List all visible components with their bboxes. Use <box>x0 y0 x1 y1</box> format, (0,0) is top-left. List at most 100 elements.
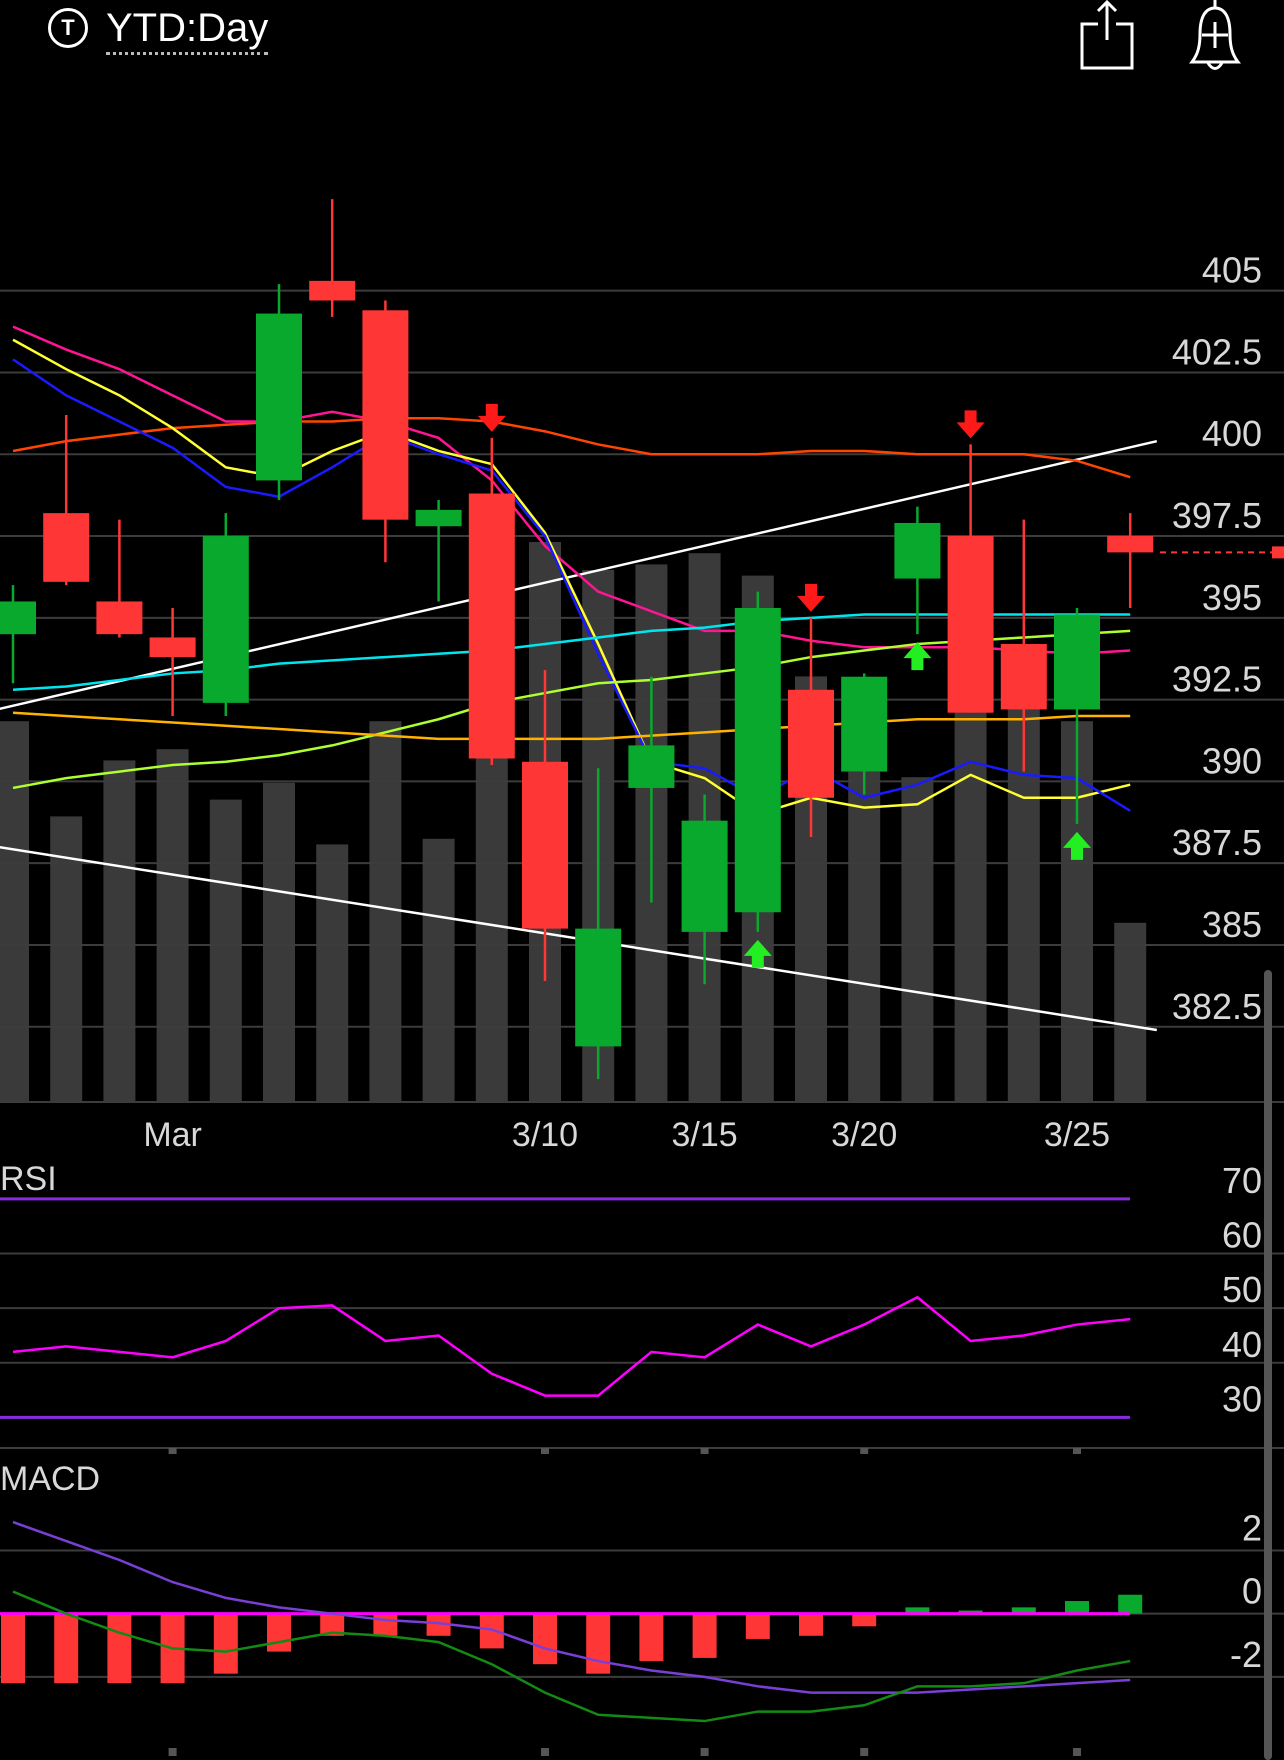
sell-signal-arrow-icon <box>956 410 985 439</box>
candle-body <box>522 761 568 929</box>
moving-average-line <box>12 325 1131 656</box>
rsi-tick-label: 50 <box>1222 1269 1262 1310</box>
timeframe-selector[interactable]: YTD:Day <box>106 4 269 55</box>
macd-line <box>12 1520 1131 1694</box>
macd-signal-line <box>12 1590 1131 1723</box>
macd-panel-title: MACD <box>0 1460 100 1498</box>
last-price-marker <box>1272 546 1284 559</box>
moving-average-line <box>12 613 1131 692</box>
rsi-x-tick <box>1073 1448 1081 1454</box>
volume-bar <box>475 710 508 1102</box>
volume-bar <box>901 777 934 1102</box>
candle-body <box>1000 643 1047 710</box>
macd-histogram-bar <box>1011 1607 1036 1614</box>
x-axis-date-label: 3/20 <box>831 1116 897 1154</box>
rsi-tick-label: 30 <box>1222 1378 1262 1419</box>
x-axis-date-label: 3/25 <box>1044 1116 1110 1154</box>
sell-signal-arrow-icon <box>797 583 825 612</box>
volume-bar <box>263 782 295 1102</box>
macd-histogram-bar <box>426 1613 451 1636</box>
price-tick-label: 385 <box>1202 904 1262 945</box>
ticker-logo: T <box>48 8 88 48</box>
macd-histogram-bar <box>107 1613 132 1684</box>
rsi-tick-label: 70 <box>1222 1160 1262 1201</box>
volume-bar <box>954 710 987 1102</box>
candle-body <box>468 493 515 759</box>
price-tick-label: 400 <box>1202 413 1262 454</box>
rsi-tick-label: 60 <box>1222 1215 1262 1256</box>
volume-bar <box>103 760 136 1102</box>
macd-histogram-bar <box>586 1613 611 1674</box>
candle-body <box>575 928 622 1047</box>
candle-body <box>894 522 941 579</box>
moving-average-line <box>12 358 1131 812</box>
candlesticks <box>0 199 1154 1080</box>
candle-body <box>788 689 834 798</box>
x-axis-date-label: Mar <box>143 1116 202 1154</box>
macd-histogram-bar <box>639 1613 664 1662</box>
price-tick-label: 392.5 <box>1172 659 1262 700</box>
price-tick-label: 405 <box>1202 250 1262 291</box>
candle-body <box>202 536 249 703</box>
rsi-x-tick <box>541 1448 549 1454</box>
macd-histogram-bar <box>745 1613 770 1639</box>
macd-histogram-bar <box>799 1613 823 1636</box>
price-tick-label: 402.5 <box>1172 331 1262 372</box>
candle-body <box>256 313 302 481</box>
macd-tick-label: 0 <box>1242 1571 1262 1612</box>
price-tick-label: 390 <box>1202 740 1262 781</box>
macd-histogram-bar <box>852 1613 877 1627</box>
price-tick-label: 397.5 <box>1172 495 1262 536</box>
buy-signal-arrow-icon <box>743 939 772 968</box>
macd-histogram-bar <box>267 1613 291 1652</box>
add-alert-bell-icon[interactable] <box>1180 0 1250 72</box>
candle-body <box>149 637 196 658</box>
volume-bar <box>1114 922 1147 1102</box>
candle-body <box>681 820 728 932</box>
macd-histogram-bar <box>479 1613 504 1649</box>
candle-body <box>43 513 90 582</box>
macd-histogram-bar <box>1065 1601 1089 1614</box>
scrollbar[interactable] <box>1264 970 1272 1760</box>
rsi-x-tick <box>700 1448 709 1454</box>
candle-body <box>362 310 409 520</box>
candle-body <box>841 676 888 772</box>
trendline <box>0 439 1158 711</box>
macd-histogram <box>1 1594 1143 1684</box>
volume-bar <box>209 799 242 1102</box>
x-axis-date-label: 3/10 <box>512 1116 578 1154</box>
macd-histogram-bar <box>373 1613 398 1636</box>
macd-x-tick <box>700 1748 709 1756</box>
macd-histogram-bar <box>905 1607 930 1614</box>
candle-body <box>947 536 994 713</box>
macd-histogram-bar <box>54 1613 79 1684</box>
rsi-line <box>12 1295 1131 1397</box>
moving-average-line <box>12 711 1131 741</box>
candle-body <box>1107 536 1154 553</box>
candle-body <box>96 601 143 635</box>
price-tick-label: 395 <box>1202 577 1262 618</box>
macd-histogram-bar <box>320 1613 345 1636</box>
macd-histogram-bar <box>533 1613 557 1665</box>
macd-x-tick <box>541 1748 549 1756</box>
macd-x-tick <box>168 1748 177 1756</box>
volume-bar <box>848 771 881 1102</box>
moving-average-line <box>12 338 1131 816</box>
rsi-x-tick <box>168 1448 177 1454</box>
macd-histogram-bar <box>1118 1594 1143 1614</box>
macd-tick-label: -2 <box>1230 1634 1262 1675</box>
candle-body <box>0 601 36 635</box>
macd-histogram-bar <box>958 1610 983 1614</box>
buy-signal-arrow-icon <box>1063 831 1091 860</box>
candle-body <box>309 280 356 301</box>
volume-bar <box>369 721 402 1102</box>
candle-body <box>415 509 462 527</box>
candle-body <box>734 608 781 913</box>
rsi-panel-title: RSI <box>0 1160 57 1198</box>
macd-histogram-bar <box>692 1613 717 1658</box>
buy-signal-arrow-icon <box>903 642 932 671</box>
share-icon[interactable] <box>1072 0 1142 72</box>
macd-x-tick <box>860 1748 869 1756</box>
macd-tick-label: 2 <box>1242 1508 1262 1549</box>
